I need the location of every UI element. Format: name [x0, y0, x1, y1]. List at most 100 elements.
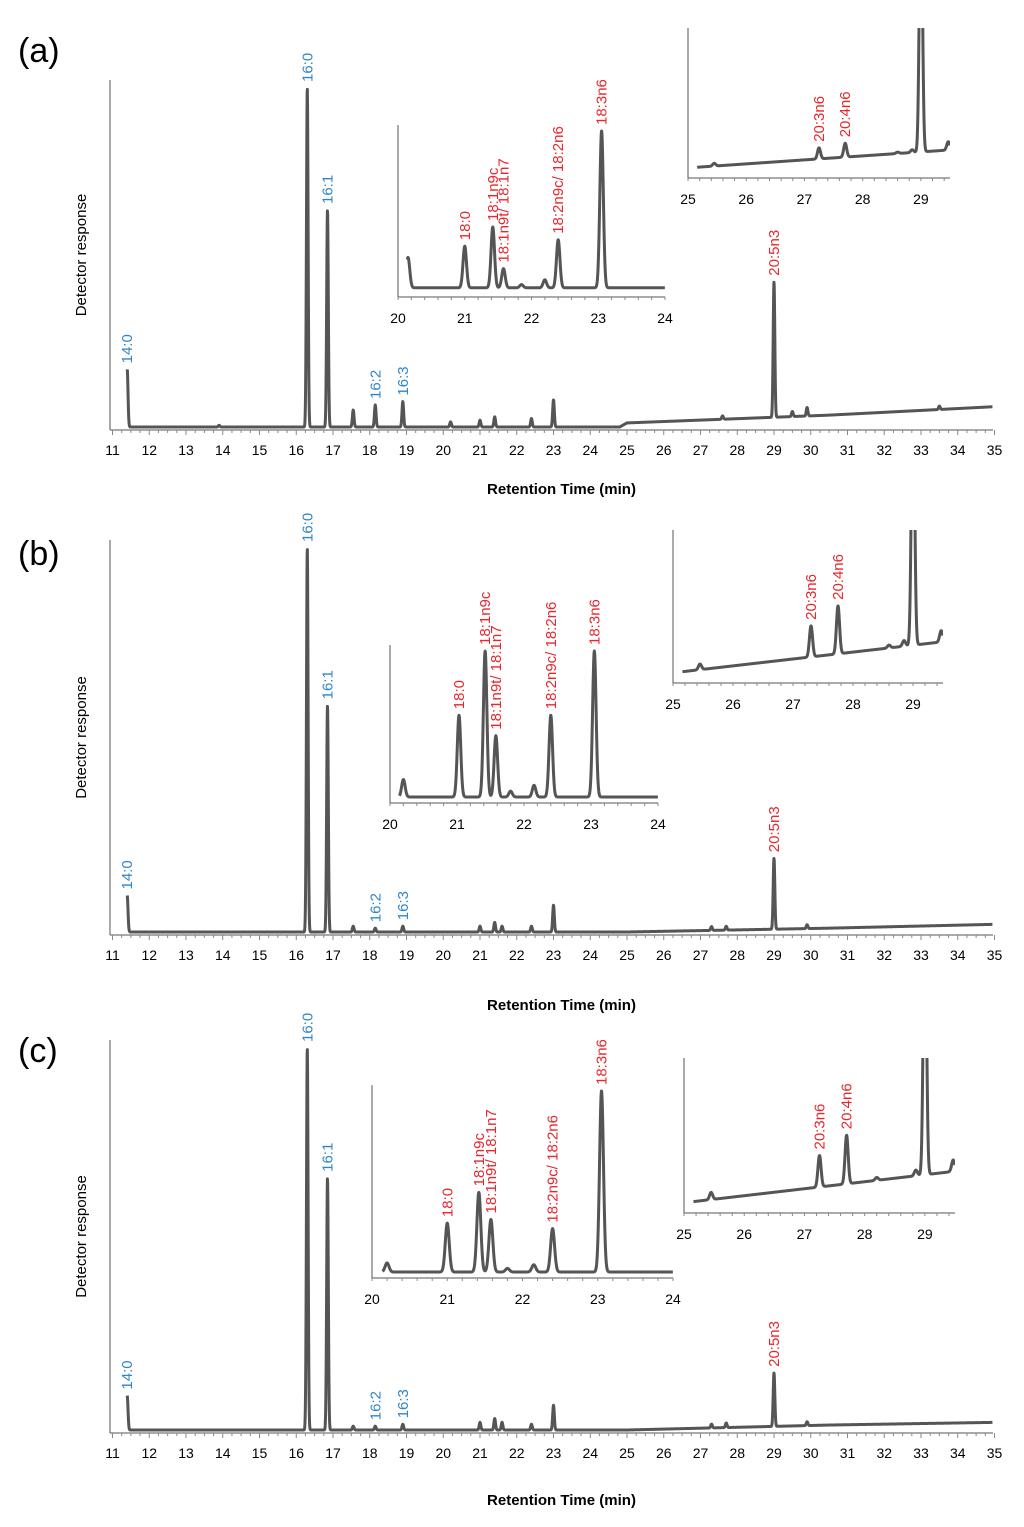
inset-peak-label-18-3n6: 18:3n6 [594, 1039, 611, 1085]
inset-trace [405, 129, 665, 290]
x-tick-label: 12 [141, 947, 157, 963]
x-tick-label: 34 [950, 947, 966, 963]
inset-peak-label-18-1n9t-18-1n7: 18:1n9t/ 18:1n7 [488, 625, 505, 729]
inset-peak-label-20-4n6: 20:4n6 [837, 91, 854, 137]
inset-tick-label: 22 [515, 1291, 531, 1307]
chart-panel-3: (c)11 12 13 14 15 16 17 18 19 20 21 22 23 24 25 26 27 28 2… [18, 1013, 1002, 1509]
inset-tick-label: 20 [382, 816, 398, 832]
x-tick-label: 21 [472, 947, 488, 963]
inset-tick-label: 21 [449, 816, 465, 832]
peak-label-20-5n3: 20:5n3 [766, 230, 783, 276]
x-tick-label: 30 [803, 1445, 819, 1461]
inset-tick-label: 23 [583, 816, 599, 832]
x-tick-label: 25 [619, 442, 635, 458]
peak-label-16-0: 16:0 [299, 1013, 316, 1042]
inset-peak-label-20-3n6: 20:3n6 [803, 574, 820, 620]
inset-tick-label: 24 [650, 816, 666, 832]
x-tick-label: 30 [803, 442, 819, 458]
peak-label-14-0: 14:0 [119, 1360, 136, 1389]
inset-peak-label-20-3n6: 20:3n6 [812, 1104, 829, 1150]
peak-label-16-2: 16:2 [367, 1391, 384, 1420]
inset-peak-label-20-4n6: 20:4n6 [839, 1083, 856, 1129]
inset-tick-label: 24 [665, 1291, 681, 1307]
inset-tick-label: 24 [657, 310, 673, 326]
x-axis-title: Retention Time (min) [487, 1492, 636, 1509]
x-tick-label: 14 [215, 947, 231, 963]
x-tick-label: 12 [141, 442, 157, 458]
inset-2: 25 26 27 28 29 20:3n6 20:4n6 [665, 530, 943, 712]
inset-2: 25 26 27 28 29 20:3n6 20:4n6 [680, 28, 950, 207]
x-tick-label: 28 [729, 442, 745, 458]
inset-tick-label: 20 [390, 310, 406, 326]
x-tick-label: 24 [582, 947, 598, 963]
inset-tick-label: 26 [736, 1226, 752, 1242]
inset-tick-label: 25 [676, 1226, 692, 1242]
x-tick-label: 16 [288, 442, 304, 458]
x-tick-label: 15 [252, 947, 268, 963]
x-tick-label: 24 [582, 442, 598, 458]
inset-peak-label-18-1n9c: 18:1n9c [477, 591, 494, 645]
peak-label-16-1: 16:1 [320, 1143, 337, 1172]
inset-trace [692, 1058, 955, 1204]
x-tick-label: 21 [472, 442, 488, 458]
x-tick-label: 27 [693, 947, 709, 963]
inset-tick-label: 27 [797, 191, 813, 207]
x-tick-label: 20 [435, 1445, 451, 1461]
inset-tick-label: 28 [845, 696, 861, 712]
x-tick-label: 18 [362, 947, 378, 963]
inset-tick-label: 20 [364, 1291, 380, 1307]
x-tick-label: 32 [876, 947, 892, 963]
x-tick-label: 13 [178, 1445, 194, 1461]
x-tick-label: 23 [546, 442, 562, 458]
peak-label-16-3: 16:3 [395, 1389, 412, 1418]
y-axis-title: Detector response [73, 1175, 90, 1298]
x-tick-label: 27 [693, 442, 709, 458]
inset-tick-label: 29 [913, 191, 929, 207]
x-tick-label: 11 [105, 947, 120, 963]
x-tick-label: 28 [729, 947, 745, 963]
x-tick-label: 23 [546, 1445, 562, 1461]
y-axis-title: Detector response [73, 194, 90, 317]
inset-tick-label: 22 [516, 816, 532, 832]
x-tick-label: 16 [288, 1445, 304, 1461]
chromatogram-trace [125, 87, 994, 429]
peak-label-16-1: 16:1 [320, 670, 337, 699]
x-tick-label: 26 [656, 1445, 672, 1461]
x-axis-title: Retention Time (min) [487, 481, 636, 498]
x-tick-label: 32 [876, 1445, 892, 1461]
x-tick-label: 35 [987, 947, 1003, 963]
x-tick-label: 17 [325, 947, 341, 963]
chromatogram-trace [125, 548, 994, 934]
x-tick-label: 25 [619, 947, 635, 963]
inset-tick-label: 27 [785, 696, 801, 712]
x-tick-label: 33 [913, 1445, 929, 1461]
inset-tick-label: 21 [457, 310, 473, 326]
x-tick-label: 14 [215, 1445, 231, 1461]
x-tick-label: 22 [509, 442, 525, 458]
inset-peak-label-18-2n9c-18-2n6: 18:2n9c/ 18:2n6 [543, 602, 560, 710]
inset-peak-label-18-0: 18:0 [439, 1188, 456, 1217]
x-tick-label: 22 [509, 947, 525, 963]
x-tick-label: 26 [656, 947, 672, 963]
inset-tick-label: 29 [917, 1226, 933, 1242]
chart-panel-1: (a)11 12 13 14 15 16 17 18 19 20 21 22 23 24 25 26 27 28 2… [18, 28, 1002, 498]
x-tick-label: 22 [509, 1445, 525, 1461]
inset-peak-label-18-1n9c: 18:1n9c [485, 167, 502, 221]
x-tick-label: 21 [472, 1445, 488, 1461]
inset-tick-label: 21 [439, 1291, 455, 1307]
x-tick-label: 17 [325, 442, 341, 458]
inset-peak-label-18-2n9c-18-2n6: 18:2n9c/ 18:2n6 [550, 126, 567, 234]
inset-peak-label-20-3n6: 20:3n6 [811, 96, 828, 142]
inset-peak-label-18-1n9t-18-1n7: 18:1n9t/ 18:1n7 [483, 1109, 500, 1213]
panel-label: (b) [18, 535, 60, 573]
x-tick-label: 13 [178, 442, 194, 458]
inset-tick-label: 29 [905, 696, 921, 712]
x-tick-label: 15 [252, 442, 268, 458]
peak-label-16-0: 16:0 [299, 513, 316, 542]
x-tick-label: 12 [141, 1445, 157, 1461]
peak-label-16-0: 16:0 [299, 53, 316, 82]
x-tick-label: 29 [766, 442, 782, 458]
inset-tick-label: 25 [680, 191, 696, 207]
x-tick-label: 32 [876, 442, 892, 458]
